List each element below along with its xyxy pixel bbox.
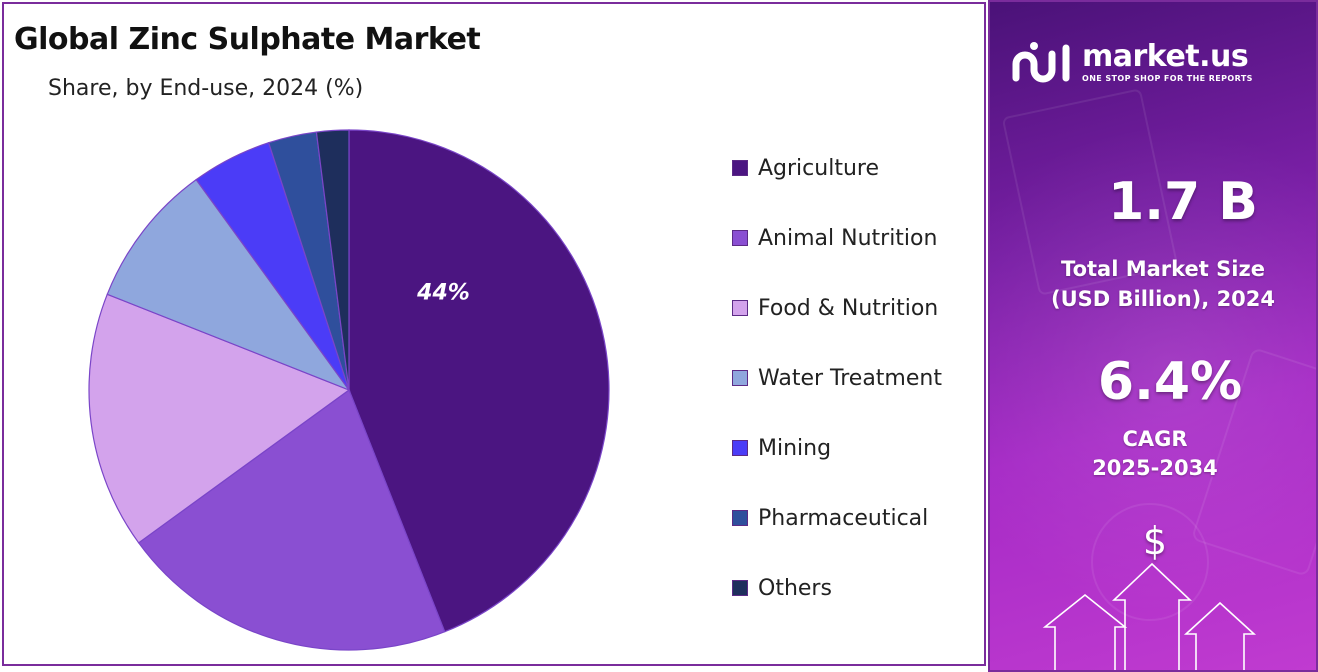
legend-item: Pharmaceutical (732, 502, 928, 534)
pie-slice-water-treatment (106, 178, 351, 392)
legend-swatch (732, 230, 748, 246)
legend-swatch (732, 370, 748, 386)
market-size-label-line1: Total Market Size (1061, 257, 1265, 281)
background-decoration (1002, 89, 1316, 670)
legend-swatch (732, 510, 748, 526)
brand-logo: market.us ONE STOP SHOP FOR THE REPORTS (1010, 40, 1253, 84)
data-label-agriculture: 44% (416, 280, 470, 305)
legend-label: Agriculture (758, 155, 879, 181)
legend-swatch (732, 580, 748, 596)
dollar-icon: $ (1142, 519, 1168, 563)
legend-swatch (732, 160, 748, 176)
market-size-label-line2: (USD Billion), 2024 (1050, 287, 1276, 311)
pie-slice-animal-nutrition (137, 389, 446, 651)
legend-label: Animal Nutrition (758, 225, 938, 251)
legend-label: Water Treatment (758, 365, 942, 391)
legend-label: Others (758, 575, 832, 601)
chart-title: Global Zinc Sulphate Market (14, 22, 481, 57)
legend-item: Food & Nutrition (732, 292, 938, 324)
pie-chart: 44% (88, 129, 610, 651)
pie-slice-food-nutrition (88, 293, 351, 544)
cagr-label-line1: CAGR (1122, 427, 1188, 451)
legend-item: Agriculture (732, 152, 879, 184)
pie-slice-agriculture (348, 129, 610, 633)
arrow-up-icons (1042, 562, 1257, 670)
brand-name: market.us (1082, 38, 1249, 74)
legend-item: Mining (732, 432, 831, 464)
chart-subtitle: Share, by End-use, 2024 (%) (48, 76, 364, 101)
legend-item: Others (732, 572, 832, 604)
legend-swatch (732, 300, 748, 316)
legend-swatch (732, 440, 748, 456)
market-size-value: 1.7 B (1108, 172, 1258, 232)
legend-item: Water Treatment (732, 362, 942, 394)
pie-slice-others (315, 129, 350, 391)
cagr-value: 6.4% (1097, 352, 1243, 412)
legend-label: Mining (758, 435, 832, 461)
cagr-label-line2: 2025-2034 (1092, 456, 1218, 480)
chart-panel: 44% Global Zinc Sulphate Market Share, b… (2, 2, 986, 666)
legend-label: Pharmaceutical (758, 505, 929, 531)
legend-item: Animal Nutrition (732, 222, 937, 254)
legend-label: Food & Nutrition (758, 295, 939, 321)
market-us-logo-icon (1012, 42, 1070, 83)
brand-tagline: ONE STOP SHOP FOR THE REPORTS (1082, 73, 1253, 83)
summary-panel: market.us ONE STOP SHOP FOR THE REPORTS … (988, 0, 1318, 672)
panel-background-overlay (990, 2, 1316, 670)
